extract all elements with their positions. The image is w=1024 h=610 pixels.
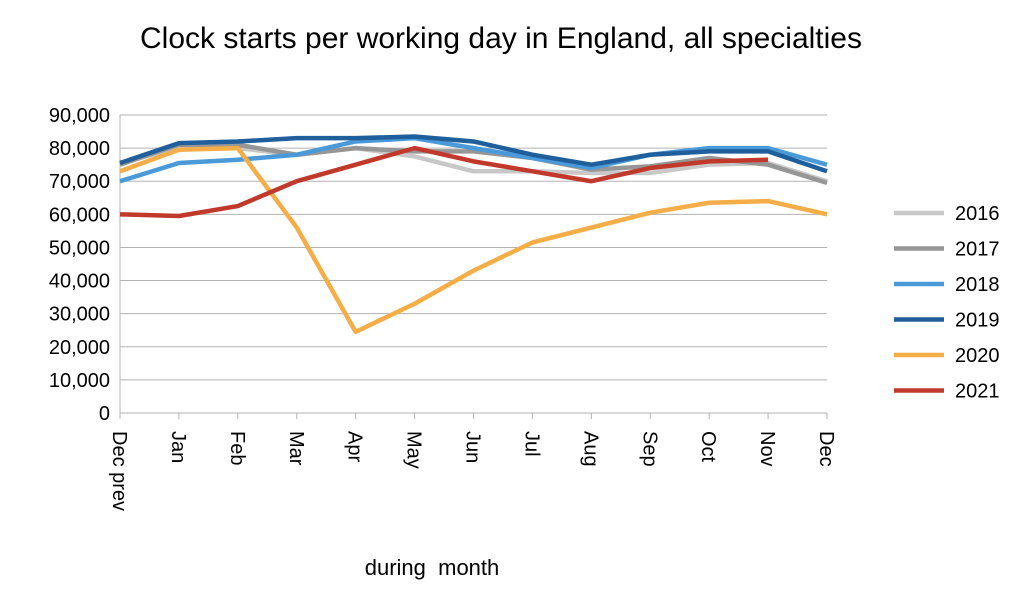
y-tick-label: 40,000 <box>49 271 110 293</box>
legend-label: 2018 <box>955 274 1000 296</box>
legend-label: 2019 <box>955 310 1000 332</box>
series-line-2017 <box>119 142 828 186</box>
x-tick-label: Jan <box>167 431 189 463</box>
y-tick-label: 80,000 <box>49 138 110 160</box>
x-tick-label: Oct <box>697 431 719 463</box>
x-tick-label: Sep <box>638 431 660 467</box>
x-tick-label: Jun <box>462 431 484 463</box>
gridlines <box>120 114 827 381</box>
x-tick-label: Mar <box>285 431 307 466</box>
x-tick-label: Apr <box>344 431 366 462</box>
legend-label: 2021 <box>955 381 1000 403</box>
y-tick-label: 70,000 <box>49 171 110 193</box>
x-axis-title: during month <box>365 555 500 580</box>
y-axis-tick-labels: 0 10,000 20,000 30,000 40,000 50,000 60,000 70,… <box>49 105 110 425</box>
legend-label: 2020 <box>955 345 1000 367</box>
x-tick-label: May <box>403 431 425 469</box>
x-tick-label: Dec <box>815 431 837 467</box>
x-tick-label: Feb <box>226 431 248 465</box>
x-axis-tick-labels: Dec prev Jan Feb Mar Apr May Jun Jul Aug Sep Oct No… <box>108 431 837 511</box>
legend-label: 2016 <box>955 203 1000 225</box>
x-tick-label: Nov <box>756 431 778 467</box>
series-line-2019 <box>119 134 828 174</box>
legend-label: 2017 <box>955 239 1000 261</box>
x-tick-label: Jul <box>520 431 542 457</box>
y-tick-label: 10,000 <box>49 370 110 392</box>
y-tick-label: 0 <box>99 403 110 425</box>
y-tick-label: 60,000 <box>49 204 110 226</box>
y-tick-label: 20,000 <box>49 337 110 359</box>
series-line-2020 <box>119 145 828 335</box>
y-tick-label: 50,000 <box>49 237 110 259</box>
y-tick-label: 30,000 <box>49 304 110 326</box>
chart-title: Clock starts per working day in England,… <box>140 22 862 55</box>
series-line-2021 <box>119 145 769 219</box>
legend: 2016 2017 2018 2019 2020 2021 <box>894 203 1000 403</box>
x-tick-label: Dec prev <box>108 431 130 511</box>
series-line-2018 <box>119 135 828 184</box>
series-lines <box>119 134 828 335</box>
x-tick-label: Aug <box>579 431 601 467</box>
y-tick-label: 90,000 <box>49 105 110 127</box>
